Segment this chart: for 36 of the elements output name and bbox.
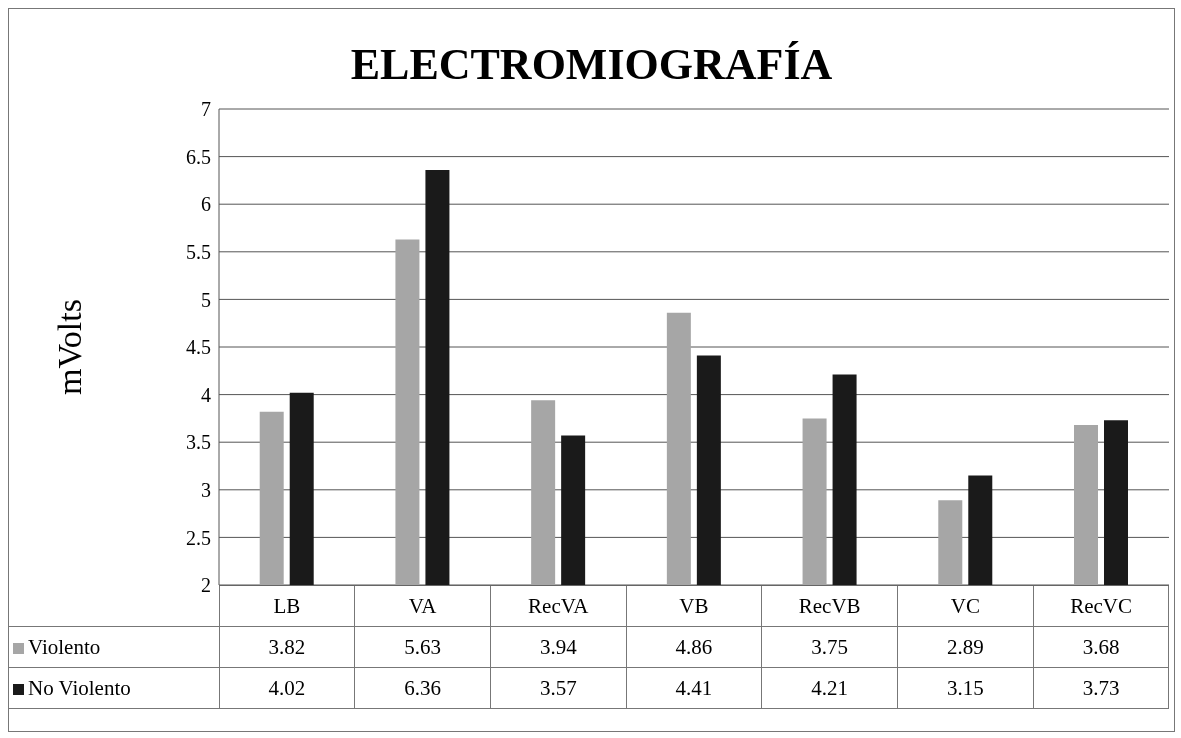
legend-label: No Violento: [27, 675, 131, 700]
x-tick-label: RecVA: [490, 585, 627, 627]
legend-label: Violento: [27, 634, 101, 659]
y-tick-label: 6.5: [186, 145, 211, 168]
y-tick-label: 2.5: [186, 526, 211, 549]
y-tick-label: 7: [201, 98, 211, 121]
data-label: 3.82: [219, 626, 355, 668]
data-label: 4.41: [626, 667, 762, 709]
data-label: 3.94: [490, 626, 627, 668]
y-tick-label: 4: [201, 383, 211, 406]
y-tick-label: 3: [201, 478, 211, 501]
data-label: 3.73: [1033, 667, 1169, 709]
data-label: 3.68: [1033, 626, 1169, 668]
y-tick-label: 3.5: [186, 431, 211, 454]
y-axis-title: mVolts: [51, 299, 89, 395]
x-tick-label: RecVB: [761, 585, 898, 627]
x-tick-label: LB: [219, 585, 355, 627]
x-tick-label: VA: [354, 585, 491, 627]
chart-title: ELECTROMIOGRAFÍA: [349, 39, 834, 90]
data-label: 3.15: [897, 667, 1034, 709]
x-tick-label: VB: [626, 585, 762, 627]
data-label: 4.21: [761, 667, 898, 709]
data-label: 5.63: [354, 626, 491, 668]
y-tick-label: 4.5: [186, 336, 211, 359]
data-label: 3.57: [490, 667, 627, 709]
data-label: 6.36: [354, 667, 491, 709]
y-tick-label: 5.5: [186, 240, 211, 263]
y-tick-label: 6: [201, 193, 211, 216]
data-label: 3.75: [761, 626, 898, 668]
data-label: 4.02: [219, 667, 355, 709]
y-tick-label: 2: [201, 574, 211, 597]
data-label: 2.89: [897, 626, 1034, 668]
x-tick-label: VC: [897, 585, 1034, 627]
x-tick-label: RecVC: [1033, 585, 1169, 627]
y-tick-label: 5: [201, 288, 211, 311]
data-label: 4.86: [626, 626, 762, 668]
